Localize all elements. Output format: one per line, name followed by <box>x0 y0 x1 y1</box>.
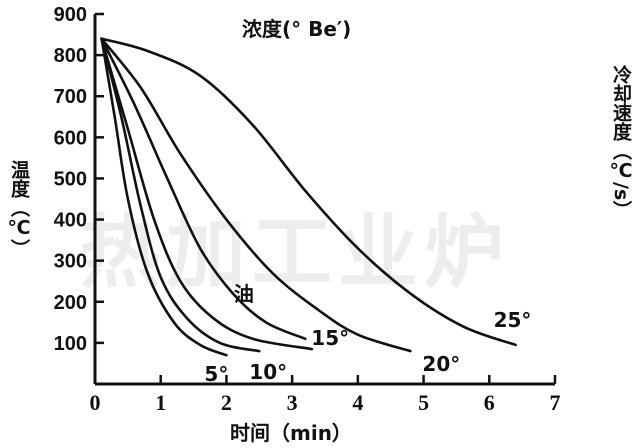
x-axis-label: 时间（min） <box>230 421 352 445</box>
series-label: 20° <box>422 352 460 376</box>
series-label: 25° <box>494 308 532 332</box>
series-label: 5° <box>204 362 228 386</box>
right-axis-label: 冷却速度（℃/s） <box>610 65 632 220</box>
series-label: 10° <box>249 360 287 384</box>
x-tick-label: 3 <box>287 390 298 415</box>
series-line <box>100 37 517 347</box>
y-tick-label: 800 <box>54 45 87 67</box>
series-line <box>100 37 412 353</box>
y-tick-label: 300 <box>54 251 87 273</box>
legend-title: 浓度(° Be′) <box>242 17 351 41</box>
x-tick-label: 7 <box>550 390 561 415</box>
series-label: 15° <box>311 326 349 350</box>
x-ticks: 0 1 2 3 4 5 6 7 <box>90 375 561 415</box>
axes <box>93 14 555 386</box>
series-line <box>100 37 261 353</box>
y-tick-label: 900 <box>54 4 87 26</box>
y-tick-label: 500 <box>54 168 87 190</box>
y-tick-label: 100 <box>54 333 87 355</box>
x-tick-label: 0 <box>90 390 101 415</box>
series-label: 油 <box>234 282 254 306</box>
y-tick-label: 700 <box>54 86 87 108</box>
series-line <box>100 37 307 341</box>
y-tick-label: 600 <box>54 127 87 149</box>
curve-labels: 5° 10° 油 15° 20° 25° <box>204 282 531 386</box>
x-tick-label: 4 <box>352 390 363 415</box>
y-tick-label: 200 <box>54 292 87 314</box>
x-tick-label: 1 <box>155 390 166 415</box>
curves <box>100 37 517 357</box>
x-tick-label: 6 <box>484 390 495 415</box>
y-ticks: 100 200 300 400 500 600 700 800 900 <box>54 4 104 355</box>
y-tick-label: 400 <box>54 210 87 232</box>
x-tick-label: 2 <box>221 390 232 415</box>
y-axis-label: 温度（℃） <box>8 160 30 258</box>
series-line <box>100 37 228 357</box>
series-line <box>100 37 314 351</box>
x-tick-label: 5 <box>418 390 429 415</box>
